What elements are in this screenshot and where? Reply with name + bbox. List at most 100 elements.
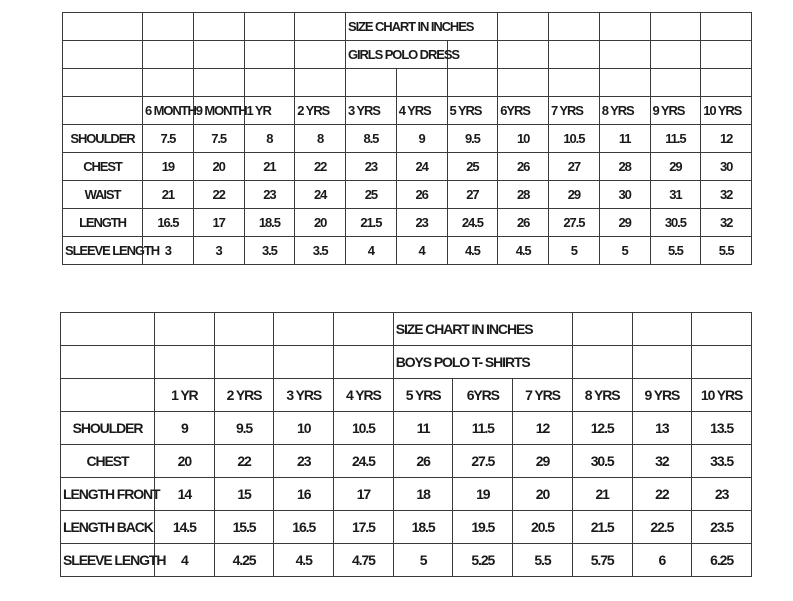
measurement-value: 26 [497, 152, 549, 181]
empty-cell [294, 68, 346, 97]
table-row: SHOULDER 9 9.5 10 10.5 11 11.5 12 12.5 13 13.5 [60, 411, 752, 445]
size-header: 2 YRS [294, 96, 346, 125]
empty-cell [700, 40, 752, 69]
empty-cell [700, 68, 752, 97]
measurement-value: 30 [598, 180, 651, 209]
measurement-value: 4 [345, 236, 397, 265]
measurement-value: 10.5 [548, 124, 600, 153]
measurement-value: 8 [294, 124, 346, 153]
measurement-value: 5.75 [571, 543, 633, 577]
table-row: WAIST 21 22 23 24 25 26 27 28 29 30 31 32 [62, 180, 752, 209]
measurement-value: 29 [548, 180, 600, 209]
chart-subtitle-text: BOYS POLO T- SHIRTS [392, 345, 573, 379]
size-header: 8 YRS [598, 96, 651, 125]
empty-cell [333, 312, 394, 346]
measurement-value: 6 [631, 543, 693, 577]
blank-row [62, 68, 752, 97]
size-header: 3 YRS [273, 378, 335, 412]
measurement-value: 23 [395, 208, 448, 237]
empty-cell [598, 68, 651, 97]
measurement-value: 22 [192, 180, 245, 209]
measurement-label: SLEEVE LENGTH [60, 543, 166, 577]
size-header: 8 YRS [571, 378, 633, 412]
empty-cell [192, 68, 245, 97]
boys-polo-tshirts-size-table: SIZE CHART IN INCHES BOYS POLO T- SHIRTS 1… [60, 312, 752, 577]
measurement-value: 3 [192, 236, 245, 265]
empty-cell [142, 40, 194, 69]
measurement-value: 13.5 [691, 411, 752, 445]
size-header: 7 YRS [548, 96, 600, 125]
measurement-value: 20 [192, 152, 245, 181]
measurement-value: 26 [395, 180, 448, 209]
table-row: LENGTH BACK 14.5 15.5 16.5 17.5 18.5 19.5 20.5 2… [60, 510, 752, 544]
measurement-value: 29 [649, 152, 702, 181]
measurement-value: 25 [345, 180, 397, 209]
chart-title: SIZE CHART IN INCHES [62, 12, 752, 41]
empty-cell [273, 312, 335, 346]
measurement-value: 23.5 [691, 510, 752, 544]
measurement-value: 30.5 [571, 444, 633, 478]
table-row: SLEEVE LENGTH 3 3 3.5 3.5 4 4 4.5 4.5 5 5 5.5 5.5 [62, 236, 752, 265]
measurement-value: 5 [548, 236, 600, 265]
empty-cell [691, 312, 752, 346]
measurement-value: 4 [395, 236, 448, 265]
measurement-value: 3.5 [243, 236, 296, 265]
measurement-value: 4.5 [446, 236, 499, 265]
size-header: 4 YRS [333, 378, 394, 412]
size-header: 3 YRS [345, 96, 397, 125]
measurement-value: 13 [631, 411, 693, 445]
measurement-value: 19 [142, 152, 194, 181]
measurement-value: 4.5 [497, 236, 549, 265]
table-row: CHEST 20 22 23 24.5 26 27.5 29 30.5 32 33.5 [60, 444, 752, 478]
empty-cell [60, 312, 155, 346]
measurement-value: 4.25 [213, 543, 275, 577]
table-row: SLEEVE LENGTH 4 4.25 4.5 4.75 5 5.25 5.5 5.75 6 6.… [60, 543, 752, 577]
measurement-value: 5 [392, 543, 454, 577]
measurement-value: 32 [700, 180, 752, 209]
empty-cell [243, 68, 296, 97]
empty-cell [598, 12, 651, 41]
measurement-value: 17.5 [333, 510, 394, 544]
table-row: LENGTH FRONT 14 15 16 17 18 19 20 21 22 23 [60, 477, 752, 511]
size-header: 9 MONTH [192, 96, 248, 125]
measurement-value: 27.5 [548, 208, 600, 237]
empty-cell [571, 345, 633, 379]
chart-subtitle: BOYS POLO T- SHIRTS [60, 345, 752, 379]
size-header: 6YRS [452, 378, 514, 412]
measurement-value: 22 [631, 477, 693, 511]
measurement-value: 30.5 [649, 208, 702, 237]
measurement-value: 22 [294, 152, 346, 181]
size-header: 10 YRS [700, 96, 752, 125]
measurement-label: WAIST [62, 180, 143, 209]
empty-cell [142, 68, 194, 97]
measurement-value: 3.5 [294, 236, 346, 265]
chart-title-text: SIZE CHART IN INCHES [392, 312, 573, 346]
measurement-value: 17 [192, 208, 245, 237]
measurement-value: 20 [512, 477, 573, 511]
table-row: SHOULDER 7.5 7.5 8 8 8.5 9 9.5 10 10.5 11 11.5 12 [62, 124, 752, 153]
measurement-value: 20 [154, 444, 215, 478]
empty-cell [273, 345, 335, 379]
measurement-value: 24.5 [446, 208, 499, 237]
measurement-value: 23 [273, 444, 335, 478]
measurement-value: 21 [571, 477, 633, 511]
size-header: 7 YRS [512, 378, 573, 412]
measurement-value: 27.5 [452, 444, 514, 478]
measurement-value: 9.5 [213, 411, 275, 445]
empty-cell [446, 68, 499, 97]
empty-cell [60, 345, 155, 379]
measurement-value: 9 [395, 124, 448, 153]
size-header: 5 YRS [392, 378, 454, 412]
empty-cell [243, 40, 296, 69]
measurement-value: 8 [243, 124, 296, 153]
size-header: 1 YR [154, 378, 215, 412]
empty-cell [700, 12, 752, 41]
measurement-value: 26 [392, 444, 454, 478]
measurement-value: 26 [497, 208, 549, 237]
measurement-value: 7.5 [142, 124, 194, 153]
measurement-value: 23 [243, 180, 296, 209]
empty-cell [649, 68, 702, 97]
empty-cell [213, 345, 275, 379]
measurement-value: 11.5 [649, 124, 702, 153]
measurement-value: 29 [512, 444, 573, 478]
